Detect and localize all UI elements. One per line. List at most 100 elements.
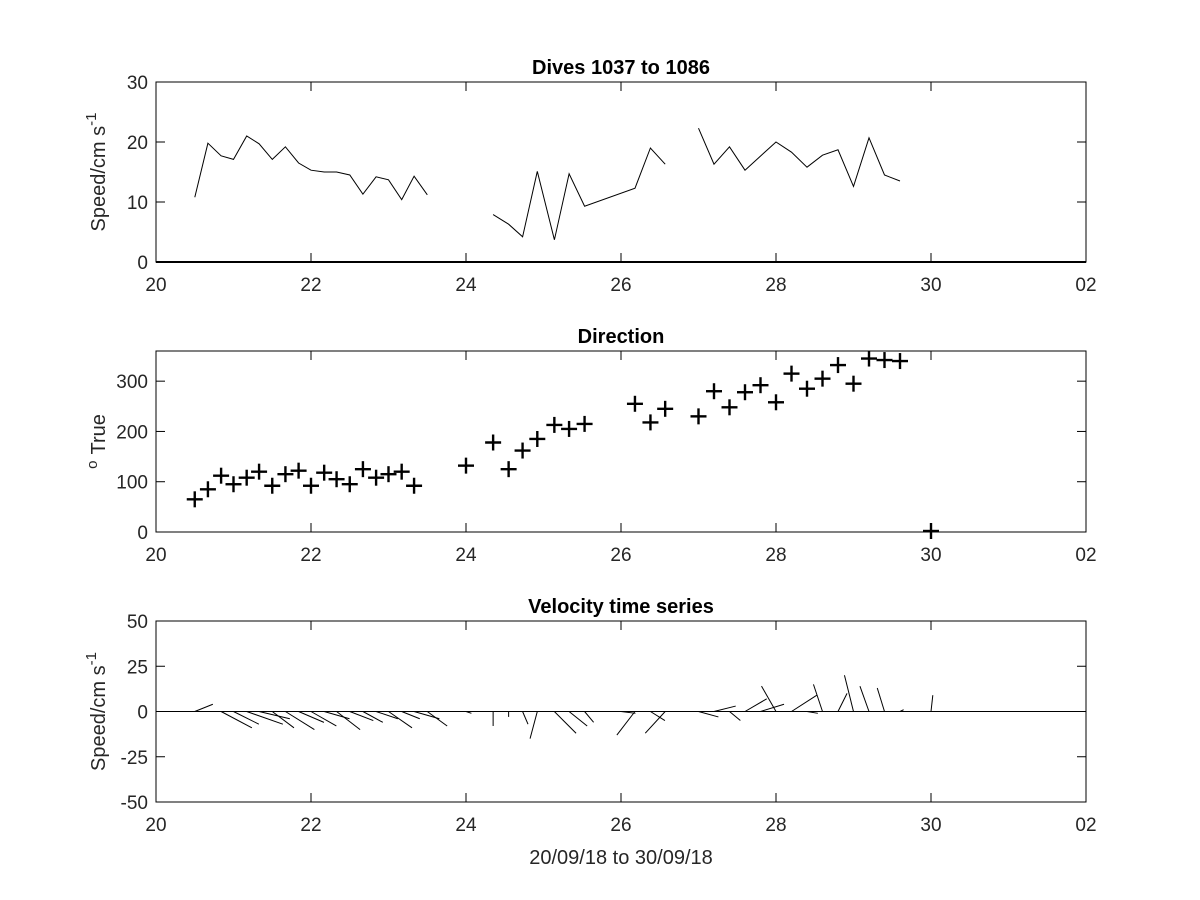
velocity-xtick-label: 26 bbox=[610, 815, 631, 836]
velocity-vector-stick bbox=[271, 711, 295, 729]
velocity-vector-stick bbox=[465, 711, 472, 714]
velocity-vector-stick bbox=[298, 711, 325, 723]
direction-point bbox=[892, 353, 908, 370]
velocity-vector-stick bbox=[876, 687, 885, 712]
velocity-vector-stick bbox=[812, 684, 823, 712]
direction-point bbox=[861, 350, 877, 367]
velocity-vector-stick bbox=[194, 703, 214, 712]
velocity-vector-stick bbox=[806, 711, 818, 714]
direction-point bbox=[341, 476, 358, 493]
direction-point bbox=[576, 415, 593, 432]
velocity-panel-title: Velocity time series bbox=[528, 596, 714, 618]
direction-point bbox=[316, 464, 333, 481]
direction-point bbox=[303, 477, 319, 494]
speed-xtick-label: 02 bbox=[1075, 275, 1096, 296]
velocity-vector-stick bbox=[233, 711, 260, 725]
direction-point bbox=[845, 375, 862, 392]
direction-point bbox=[706, 383, 722, 400]
direction-point bbox=[290, 462, 307, 479]
velocity-vector-stick bbox=[761, 685, 777, 712]
velocity-vector-stick bbox=[843, 675, 854, 712]
velocity-panel-ylabel-exponent: -1 bbox=[83, 652, 100, 665]
velocity-panel-ylabel: Speed/cm s-1 bbox=[83, 652, 110, 771]
direction-xtick-label: 02 bbox=[1075, 545, 1096, 566]
direction-point bbox=[830, 357, 846, 374]
direction-point bbox=[642, 414, 659, 431]
direction-point bbox=[199, 481, 216, 498]
velocity-vector-stick bbox=[760, 703, 785, 712]
direction-point bbox=[354, 461, 371, 478]
direction-point bbox=[277, 466, 294, 483]
velocity-vector-stick bbox=[375, 711, 398, 720]
velocity-ytick-label: 0 bbox=[137, 703, 148, 724]
velocity-vector-stick bbox=[553, 711, 577, 734]
speed-xtick-label: 22 bbox=[300, 275, 321, 296]
velocity-vector-stick bbox=[426, 711, 448, 727]
speed-panel: Dives 1037 to 1086 Speed/cm s-1 20 22 24 26… bbox=[83, 57, 1097, 296]
velocity-panel-marks bbox=[156, 675, 1086, 739]
direction-panel-ylabel-degree: o bbox=[84, 461, 101, 469]
velocity-vector-stick bbox=[246, 711, 284, 725]
velocity-xtick-label: 28 bbox=[765, 815, 786, 836]
velocity-vector-stick bbox=[220, 711, 253, 729]
speed-panel-ylabel: Speed/cm s-1 bbox=[83, 113, 110, 232]
velocity-xtick-label: 02 bbox=[1075, 815, 1096, 836]
velocity-vector-stick bbox=[791, 694, 818, 712]
direction-ytick-label: 0 bbox=[137, 523, 148, 544]
direction-point bbox=[225, 476, 242, 493]
speed-xtick-label: 26 bbox=[610, 275, 631, 296]
velocity-vector-stick bbox=[744, 698, 767, 712]
speed-ytick-label: 20 bbox=[127, 133, 148, 154]
speed-panel-ylabel-text: Speed/cm s bbox=[88, 126, 110, 232]
speed-panel-axes: 20 22 24 26 28 30 02 0 10 20 30 bbox=[127, 73, 1097, 296]
velocity-ytick-label: 25 bbox=[127, 657, 148, 678]
direction-panel-axes: 20 22 24 26 28 30 02 0 100 200 300 bbox=[116, 350, 1097, 566]
direction-point bbox=[657, 400, 674, 417]
velocity-vector-stick bbox=[713, 705, 736, 712]
velocity-vector-stick bbox=[698, 711, 719, 718]
velocity-vector-stick bbox=[837, 693, 848, 712]
velocity-panel-axes: 20 22 24 26 28 30 02 -50 -25 0 25 50 bbox=[121, 612, 1097, 836]
direction-xtick-label: 24 bbox=[455, 545, 477, 566]
velocity-vector-stick bbox=[729, 711, 741, 721]
direction-point bbox=[458, 457, 474, 474]
velocity-vector-stick bbox=[899, 709, 904, 712]
velocity-vector-stick bbox=[336, 711, 361, 730]
velocity-vector-stick bbox=[616, 711, 636, 736]
speed-ytick-label: 30 bbox=[127, 73, 148, 94]
velocity-vector-stick bbox=[401, 711, 420, 720]
speed-xtick-label: 30 bbox=[920, 275, 941, 296]
direction-point bbox=[380, 466, 397, 483]
velocity-xtick-label: 24 bbox=[455, 815, 477, 836]
velocity-vector-stick bbox=[930, 695, 934, 712]
velocity-vector-stick bbox=[349, 711, 374, 722]
direction-xtick-label: 22 bbox=[300, 545, 321, 566]
velocity-ytick-label: -50 bbox=[121, 793, 148, 814]
direction-point bbox=[186, 491, 203, 508]
velocity-ytick-label: -25 bbox=[121, 748, 148, 769]
speed-series-line-3 bbox=[698, 128, 901, 188]
direction-point bbox=[500, 461, 517, 478]
direction-xtick-label: 26 bbox=[610, 545, 631, 566]
velocity-vector-stick bbox=[258, 711, 290, 720]
velocity-vector-stick bbox=[859, 685, 870, 712]
velocity-vector-stick bbox=[584, 711, 595, 723]
direction-point bbox=[814, 370, 831, 387]
speed-xtick-label: 28 bbox=[765, 275, 786, 296]
direction-point bbox=[737, 384, 753, 401]
direction-panel-title: Direction bbox=[578, 326, 665, 348]
speed-xtick-label: 24 bbox=[455, 275, 477, 296]
velocity-xtick-label: 30 bbox=[920, 815, 941, 836]
direction-point bbox=[514, 442, 531, 459]
velocity-vector-stick bbox=[568, 711, 588, 727]
velocity-vector-stick bbox=[644, 711, 666, 734]
direction-panel-ylabel-text: True bbox=[88, 414, 110, 454]
velocity-vector-stick bbox=[620, 711, 636, 714]
direction-point bbox=[690, 408, 707, 425]
velocity-xtick-label: 22 bbox=[300, 815, 321, 836]
velocity-vector-stick bbox=[285, 711, 315, 731]
velocity-vector-stick bbox=[522, 711, 529, 725]
speed-xtick-label: 20 bbox=[145, 275, 166, 296]
velocity-vector-stick bbox=[310, 711, 337, 727]
direction-point bbox=[264, 477, 281, 494]
